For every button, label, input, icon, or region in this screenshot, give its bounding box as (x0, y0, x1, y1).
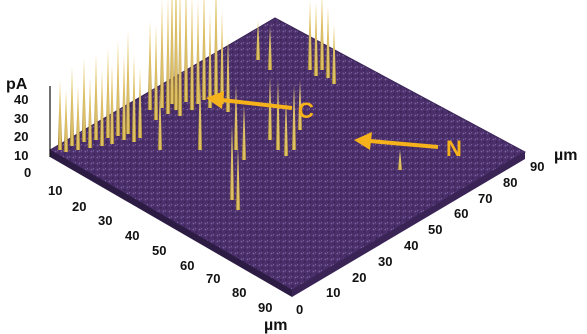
current-spike (105, 48, 111, 138)
current-spike (331, 24, 337, 84)
current-spike (229, 124, 235, 200)
current-spike (197, 80, 203, 150)
current-spike (173, 0, 179, 110)
right-tick-30: 30 (378, 254, 392, 269)
current-spike (81, 58, 87, 142)
z-tick-20: 20 (14, 129, 28, 144)
current-spike (115, 40, 121, 136)
current-spike (225, 36, 231, 112)
current-spike (147, 20, 153, 110)
current-spike (121, 54, 127, 140)
current-spike (159, 0, 165, 108)
left-tick-80: 80 (232, 285, 246, 300)
current-spike (267, 76, 273, 140)
right-tick-20: 20 (352, 270, 366, 285)
left-tick-40: 40 (125, 228, 139, 243)
surface-front-edge (50, 150, 292, 297)
annotation-c-label: C (298, 98, 314, 123)
current-spike (125, 30, 131, 134)
current-spike (183, 0, 189, 102)
current-spike (189, 0, 195, 110)
current-spike (153, 24, 159, 120)
current-spike (165, 0, 171, 114)
current-spike (207, 10, 213, 108)
arrow-n-head (354, 132, 372, 150)
arrow-n-shaft (369, 139, 439, 149)
current-spike (213, 0, 219, 96)
current-spike (57, 80, 63, 150)
current-spike (195, 0, 201, 104)
z-tick-10: 10 (14, 148, 28, 163)
current-spike (283, 98, 289, 156)
current-spike (93, 54, 99, 140)
current-spike (109, 64, 115, 144)
current-spike (201, 0, 207, 100)
right-tick-10: 10 (326, 285, 340, 300)
right-tick-80: 80 (503, 175, 517, 190)
left-tick-30: 30 (98, 213, 112, 228)
left-tick-20: 20 (72, 199, 86, 214)
z-tick-30: 30 (14, 111, 28, 126)
arrow-c-shaft (221, 98, 293, 110)
current-spike (297, 80, 303, 130)
z-tick-0: 0 (24, 165, 31, 180)
current-spike (233, 84, 239, 150)
surface-right-edge (292, 152, 525, 297)
right-axis-unit: µm (554, 147, 577, 164)
current-spike (291, 84, 297, 150)
right-tick-0: 0 (296, 302, 303, 317)
right-tick-90: 90 (530, 159, 544, 174)
current-spike (137, 68, 143, 138)
current-peaks (57, 0, 403, 210)
current-spike (313, 2, 319, 76)
left-tick-90: 90 (258, 300, 272, 315)
annotation-n-label: N (446, 136, 462, 161)
current-spike (99, 70, 105, 146)
arrow-c-head (206, 91, 224, 109)
current-spike (319, 0, 325, 70)
left-tick-10: 10 (48, 183, 62, 198)
current-spike (177, 0, 183, 116)
current-spike (169, 0, 175, 104)
current-spike (255, 20, 261, 60)
annotation-c: C (206, 91, 314, 123)
right-tick-50: 50 (428, 222, 442, 237)
current-spike (307, 0, 313, 70)
z-axis-unit: pA (6, 76, 28, 93)
right-tick-70: 70 (478, 191, 492, 206)
left-tick-70: 70 (206, 271, 220, 286)
current-spike (325, 6, 331, 78)
left-tick-60: 60 (180, 258, 194, 273)
right-tick-40: 40 (404, 238, 418, 253)
current-spike (241, 104, 247, 160)
current-spike (157, 90, 163, 150)
left-tick-50: 50 (152, 243, 166, 258)
current-spike (87, 78, 93, 148)
annotation-n: N (354, 132, 462, 161)
z-tick-40: 40 (14, 92, 28, 107)
current-spike (275, 80, 281, 150)
current-spike (267, 26, 273, 70)
current-spike (219, 10, 225, 104)
current-spike (63, 90, 69, 152)
left-axis-unit: µm (264, 317, 287, 334)
right-tick-60: 60 (454, 206, 468, 221)
current-spike (75, 86, 81, 150)
current-spike (131, 54, 137, 142)
current-spike (235, 146, 241, 210)
current-spike (397, 150, 403, 170)
current-spike (69, 66, 75, 146)
